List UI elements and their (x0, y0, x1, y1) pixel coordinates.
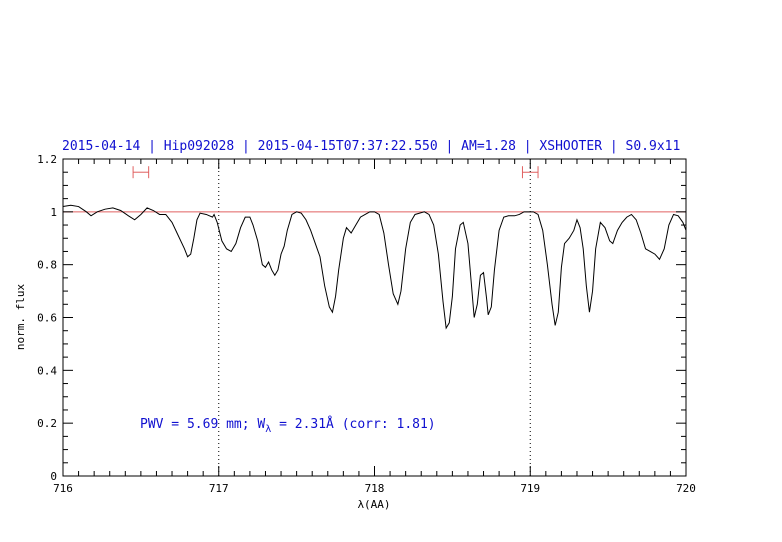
continuum-interval-0 (132, 166, 150, 179)
spectrum-series-line (62, 204, 687, 330)
axis-ticks (62, 158, 687, 477)
y-tick-label: 0.2 (37, 417, 57, 430)
chart-title: 2015-04-14 | Hip092028 | 2015-04-15T07:3… (62, 139, 680, 154)
y-tick-label: 0.8 (37, 259, 57, 272)
y-tick-label: 1 (50, 206, 57, 219)
x-tick-label: 717 (209, 482, 229, 495)
y-tick-labels: 0 0.2 0.4 0.6 0.8 1 1.2 (37, 153, 57, 483)
y-tick-label: 1.2 (37, 153, 57, 166)
pwv-annotation: PWV = 5.69 mm; Wλ = 2.31Å (corr: 1.81) (140, 416, 436, 435)
x-tick-label: 720 (676, 482, 696, 495)
annotation-pre: PWV = 5.69 mm; W (140, 417, 265, 432)
y-tick-label: 0.6 (37, 312, 57, 325)
annotation-post: = 2.31Å (corr: 1.81) (271, 416, 435, 432)
annotation-subscript: λ (265, 424, 271, 435)
x-tick-labels: 716 717 718 719 720 (53, 482, 696, 495)
y-tick-label: 0 (50, 470, 57, 483)
y-axis-label: norm. flux (14, 284, 27, 351)
x-tick-label: 719 (520, 482, 540, 495)
x-axis-label: λ(AA) (357, 498, 390, 511)
y-tick-label: 0.4 (37, 364, 57, 377)
x-tick-label: 716 (53, 482, 73, 495)
continuum-intervals (132, 166, 539, 179)
x-tick-label: 718 (365, 482, 385, 495)
continuum-interval-1 (521, 166, 539, 179)
